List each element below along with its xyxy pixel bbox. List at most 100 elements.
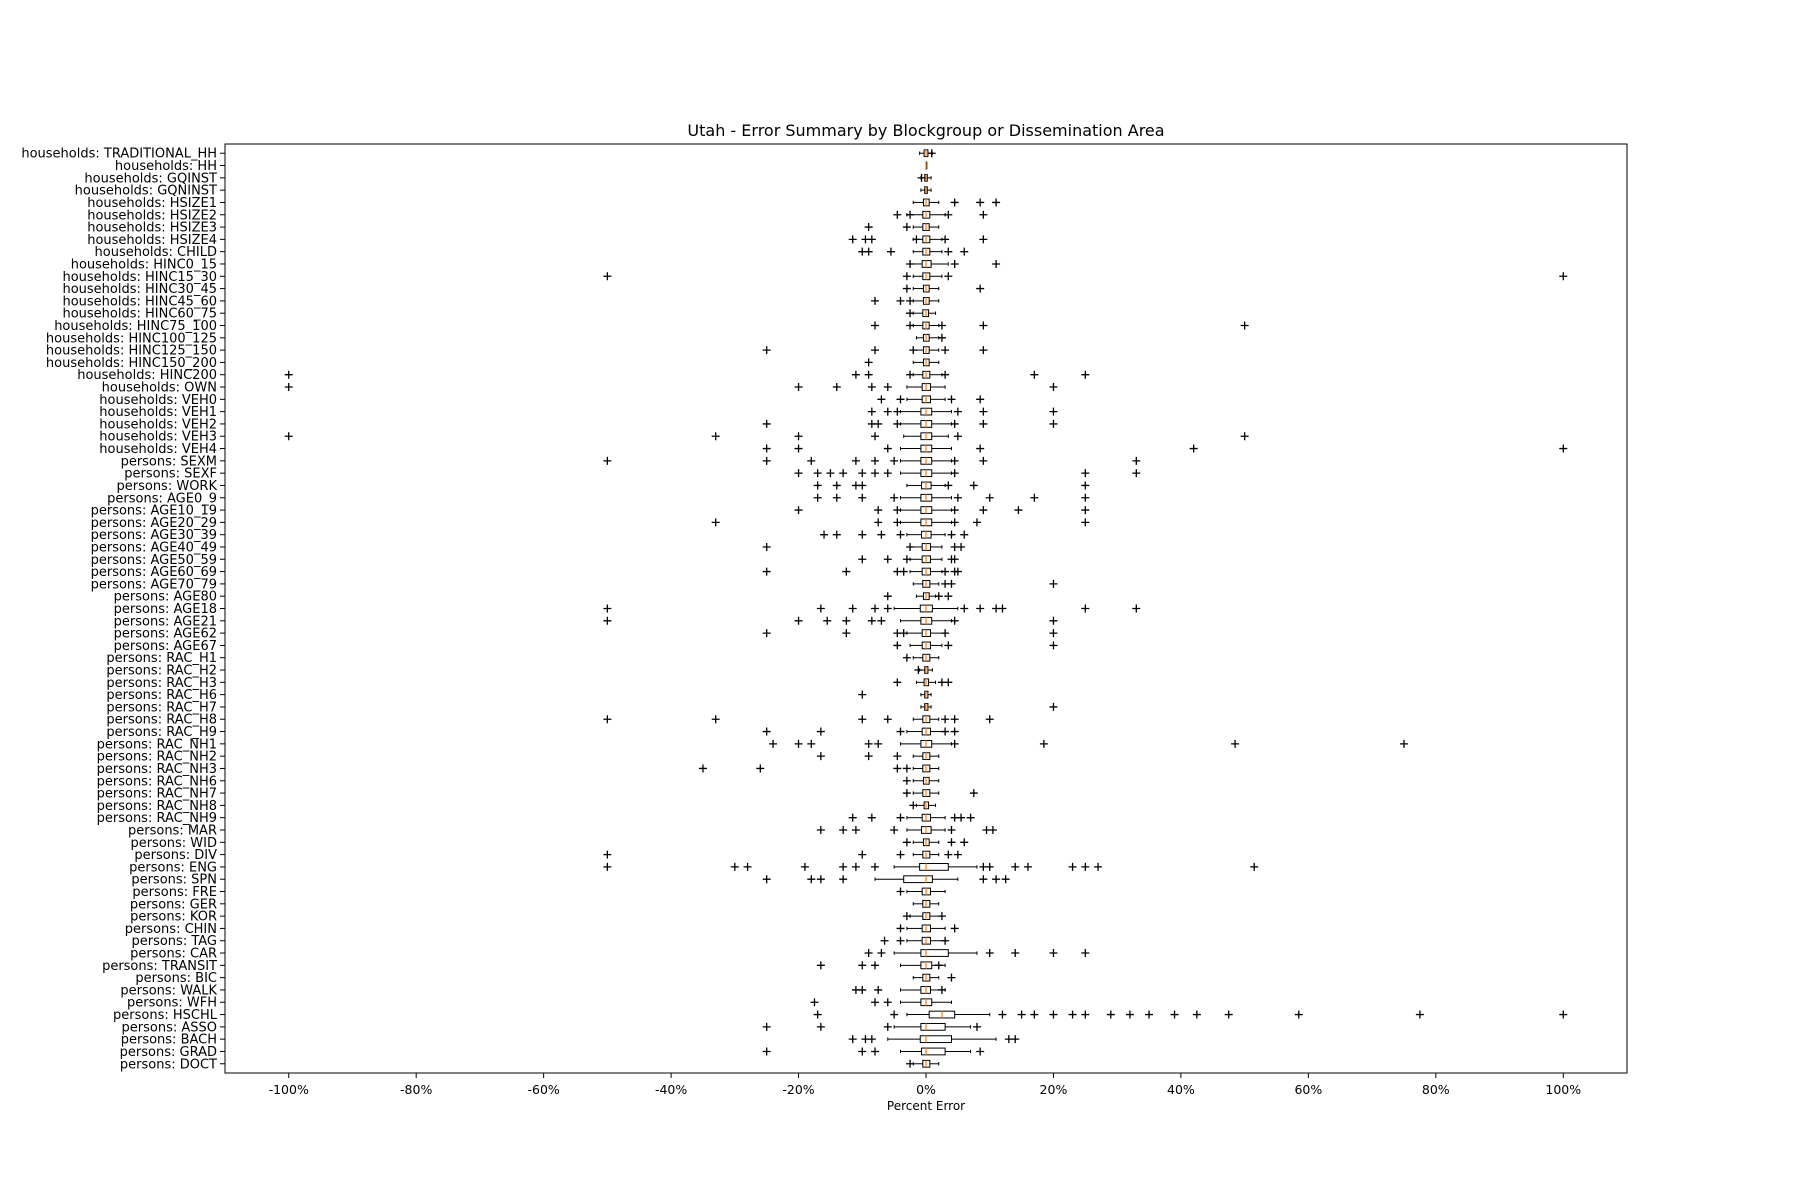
flier-point: [979, 321, 988, 330]
flier-point: [816, 604, 825, 613]
y-tick-label: persons: ASSO: [122, 1020, 217, 1035]
flier-point: [1559, 444, 1568, 453]
y-tick-label: persons: RAC_H7: [106, 700, 217, 715]
flier-point: [832, 493, 841, 502]
y-tick-label: persons: AGE40_49: [91, 540, 217, 555]
flier-point: [950, 616, 959, 625]
flier-point: [883, 444, 892, 453]
flier-point: [947, 825, 956, 834]
flier-point: [813, 493, 822, 502]
y-tick-label: persons: WORK: [117, 479, 218, 494]
flier-point: [976, 284, 985, 293]
flier-point: [1039, 739, 1048, 748]
flier-point: [823, 616, 832, 625]
x-tick-label: 100%: [1545, 1082, 1581, 1097]
flier-point: [880, 936, 889, 945]
flier-point: [848, 813, 857, 822]
flier-point: [842, 629, 851, 638]
flier-point: [950, 469, 959, 478]
x-tick-label: 0%: [916, 1082, 936, 1097]
flier-point: [867, 813, 876, 822]
flier-point: [1081, 469, 1090, 478]
box: [920, 1022, 946, 1031]
flier-point: [832, 530, 841, 539]
flier-point: [979, 407, 988, 416]
flier-point: [883, 407, 892, 416]
flier-point: [941, 370, 950, 379]
flier-point: [1145, 1010, 1154, 1019]
box-28: [813, 481, 1090, 490]
box-12: [902, 284, 985, 293]
flier-point: [874, 739, 883, 748]
flier-point: [603, 850, 612, 859]
flier-point: [864, 752, 873, 761]
flier-point: [864, 370, 873, 379]
flier-point: [871, 604, 880, 613]
flier-point: [794, 444, 803, 453]
flier-point: [864, 739, 873, 748]
flier-point: [794, 469, 803, 478]
flier-point: [906, 321, 915, 330]
flier-point: [1081, 518, 1090, 527]
flier-point: [826, 469, 835, 478]
y-tick-label: persons: RAC_NH8: [97, 799, 217, 814]
box-16: [915, 333, 946, 342]
box-46: [920, 702, 1058, 711]
flier-point: [902, 838, 911, 847]
flier-point: [960, 838, 969, 847]
y-tick-label: persons: RAC_NH2: [97, 750, 217, 765]
flier-point: [877, 530, 886, 539]
flier-point: [909, 801, 918, 810]
flier-point: [848, 604, 857, 613]
flier-point: [1106, 1010, 1115, 1019]
flier-point: [762, 456, 771, 465]
flier-point: [794, 432, 803, 441]
flier-point: [941, 727, 950, 736]
flier-point: [902, 776, 911, 785]
y-tick-label: persons: HSCHL: [113, 1008, 218, 1023]
y-tick-label: persons: AGE20_29: [91, 516, 217, 531]
flier-point: [794, 739, 803, 748]
flier-point: [976, 395, 985, 404]
flier-point: [893, 518, 902, 527]
flier-point: [820, 530, 829, 539]
flier-point: [976, 444, 985, 453]
flier-point: [851, 456, 860, 465]
y-tick-label: households: VEH1: [99, 405, 217, 420]
flier-point: [883, 998, 892, 1007]
flier-point: [832, 383, 841, 392]
y-tick-label: persons: RAC_H2: [106, 664, 217, 679]
flier-point: [950, 456, 959, 465]
flier-point: [893, 419, 902, 428]
flier-point: [848, 1035, 857, 1044]
box-4: [920, 186, 932, 195]
flier-point: [944, 247, 953, 256]
flier-point: [947, 395, 956, 404]
flier-point: [1081, 604, 1090, 613]
box-10: [906, 259, 1001, 268]
flier-point: [871, 456, 880, 465]
flier-point: [603, 616, 612, 625]
y-tick-label: persons: BACH: [121, 1033, 217, 1048]
box-5: [912, 198, 1001, 207]
flier-point: [1132, 456, 1141, 465]
box-71: [813, 1010, 1568, 1019]
box-22: [867, 407, 1058, 416]
flier-point: [864, 358, 873, 367]
x-axis-label: Percent Error: [887, 1099, 965, 1113]
box: [920, 949, 949, 957]
y-tick-label: persons: MAR: [128, 823, 217, 838]
box-32: [820, 530, 969, 539]
flier-point: [893, 752, 902, 761]
flier-point: [839, 469, 848, 478]
flier-point: [896, 936, 905, 945]
box-13: [871, 296, 940, 305]
flier-point: [1049, 383, 1058, 392]
y-tick-label: persons: DIV: [134, 848, 217, 863]
flier-point: [1011, 949, 1020, 958]
flier-point: [877, 395, 886, 404]
flier-point: [985, 949, 994, 958]
y-tick-label: persons: RAC_H9: [106, 725, 217, 740]
flier-point: [1049, 702, 1058, 711]
flier-point: [937, 333, 946, 342]
